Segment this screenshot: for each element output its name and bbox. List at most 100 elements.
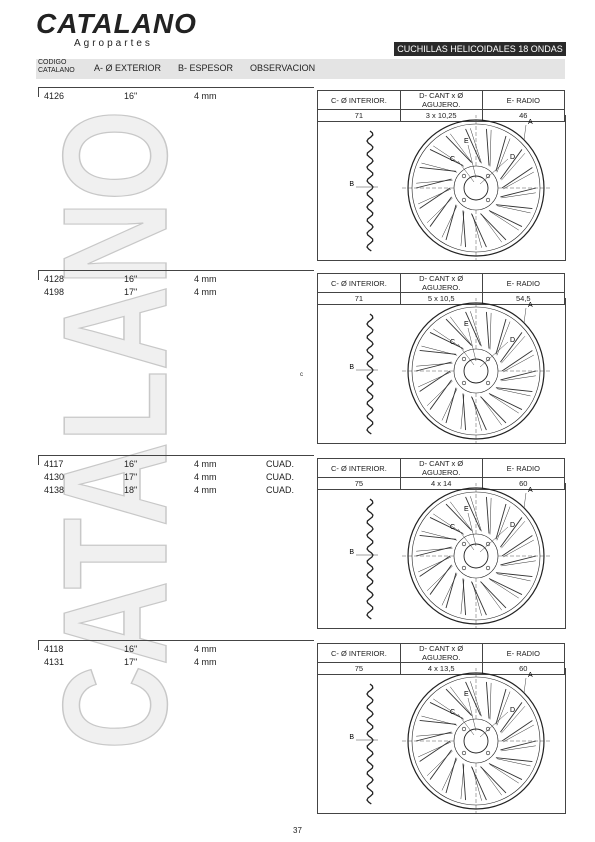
- label-d: D: [510, 707, 515, 714]
- product-code: 4118: [44, 644, 64, 654]
- label-d: D: [510, 154, 515, 161]
- blade-side-profile: [366, 130, 374, 252]
- product-diameter: 17": [124, 472, 138, 482]
- product-observation: CUAD.: [266, 472, 295, 482]
- blade-disk-outline: [407, 302, 545, 440]
- codigo-header-line2: CATALANO: [38, 67, 75, 74]
- radius-header: E- RADIO: [481, 90, 566, 110]
- section-divider: [38, 87, 314, 88]
- interior-diameter-header: C- Ø INTERIOR.: [317, 643, 401, 663]
- blade-drawing-box: B A D C E: [317, 483, 566, 629]
- product-code: 4126: [44, 91, 65, 101]
- label-b: B: [349, 364, 354, 371]
- blade-side-profile: [366, 683, 374, 805]
- label-b: B: [349, 549, 354, 556]
- helical-blade-drawing: B A D C E: [349, 483, 550, 628]
- product-diameter: 16": [124, 91, 138, 101]
- radius-value: 60: [481, 662, 566, 675]
- product-diameter: 17": [124, 657, 138, 667]
- brand-logo: CATALANO: [36, 8, 197, 39]
- product-banner: CUCHILLAS HELICOIDALES 18 ONDAS: [394, 42, 566, 56]
- section-divider: [38, 455, 314, 456]
- label-a: A: [528, 302, 533, 309]
- hole-count-value: 3 x 10,25: [399, 109, 483, 122]
- espesor-header: B- ESPESOR: [178, 63, 234, 73]
- spec-table: C- Ø INTERIOR. D- CANT x Ø AGUJERO. E- RAD…: [317, 90, 566, 122]
- product-thickness: 4 mm: [194, 91, 217, 101]
- blade-side-profile: [366, 498, 374, 620]
- product-diameter: 16": [124, 459, 138, 469]
- blade-drawing-box: B A D C E: [317, 668, 566, 814]
- label-e: E: [464, 138, 469, 145]
- product-diameter: 16": [124, 274, 138, 284]
- blade-drawing-box: B A D C E: [317, 115, 566, 261]
- blade-disk-outline: [407, 487, 545, 625]
- observacion-header: OBSERVACION: [250, 63, 316, 73]
- radius-value: 54,5: [481, 292, 566, 305]
- label-a: A: [528, 487, 533, 494]
- spec-table: C- Ø INTERIOR. D- CANT x Ø AGUJERO. E- RAD…: [317, 273, 566, 305]
- radius-value: 60: [481, 477, 566, 490]
- helical-blade-drawing: B A D C E: [349, 298, 550, 443]
- codigo-header-line1: CODIGO: [38, 59, 67, 66]
- hole-count-header: D- CANT x Ø AGUJERO.: [399, 643, 483, 663]
- column-header-bar: CODIGO CATALANO A- Ø EXTERIOR B- ESPESOR…: [36, 59, 565, 79]
- section-divider-tick: [38, 640, 39, 650]
- section-divider: [38, 640, 314, 641]
- product-thickness: 4 mm: [194, 472, 217, 482]
- label-b: B: [349, 734, 354, 741]
- interior-diameter-header: C- Ø INTERIOR.: [317, 273, 401, 293]
- hole-count-header: D- CANT x Ø AGUJERO.: [399, 458, 483, 478]
- product-code: 4138: [44, 485, 65, 495]
- label-c: C: [450, 709, 455, 716]
- label-c: C: [450, 524, 455, 531]
- label-e: E: [464, 691, 469, 698]
- blade-drawing-box: B A D C E: [317, 298, 566, 444]
- label-d: D: [510, 337, 515, 344]
- brand-subtitle: Agropartes: [74, 38, 153, 49]
- product-diameter: 18": [124, 485, 138, 495]
- blade-side-profile: [366, 313, 374, 435]
- radius-header: E- RADIO: [481, 273, 566, 293]
- product-code: 4131: [44, 657, 65, 667]
- label-a: A: [528, 119, 533, 126]
- product-diameter: 17": [124, 287, 138, 297]
- section-divider-tick: [38, 455, 39, 465]
- brand-watermark: CATALANO: [48, 110, 198, 750]
- product-thickness: 4 mm: [194, 274, 217, 284]
- product-thickness: 4 mm: [194, 287, 217, 297]
- product-code: 4198: [44, 287, 65, 297]
- label-e: E: [464, 321, 469, 328]
- product-code: 4117: [44, 459, 64, 469]
- hole-count-header: D- CANT x Ø AGUJERO.: [399, 90, 483, 110]
- product-observation: CUAD.: [266, 459, 295, 469]
- label-c: C: [450, 156, 455, 163]
- exterior-header: A- Ø EXTERIOR: [94, 63, 162, 73]
- product-thickness: 4 mm: [194, 657, 217, 667]
- page-number: 37: [293, 826, 302, 835]
- product-thickness: 4 mm: [194, 485, 217, 495]
- label-d: D: [510, 522, 515, 529]
- product-thickness: 4 mm: [194, 459, 217, 469]
- product-diameter: 16": [124, 644, 138, 654]
- section-divider-tick: [38, 87, 39, 97]
- helical-blade-drawing: B A D C E: [349, 668, 550, 813]
- product-observation: CUAD.: [266, 485, 295, 495]
- spec-table: C- Ø INTERIOR. D- CANT x Ø AGUJERO. E- RAD…: [317, 643, 566, 675]
- section-divider: [38, 270, 314, 271]
- hole-count-header: D- CANT x Ø AGUJERO.: [399, 273, 483, 293]
- interior-diameter-header: C- Ø INTERIOR.: [317, 458, 401, 478]
- interior-diameter-header: C- Ø INTERIOR.: [317, 90, 401, 110]
- product-thickness: 4 mm: [194, 644, 217, 654]
- product-code: 4128: [44, 274, 65, 284]
- helical-blade-drawing: B A D C E: [349, 115, 550, 260]
- product-code: 4130: [44, 472, 65, 482]
- spec-table: C- Ø INTERIOR. D- CANT x Ø AGUJERO. E- RAD…: [317, 458, 566, 490]
- radius-header: E- RADIO: [481, 458, 566, 478]
- blade-disk-outline: [407, 672, 545, 810]
- radius-value: 46: [481, 109, 566, 122]
- codigo-header: CODIGO CATALANO: [38, 59, 75, 75]
- label-a: A: [528, 672, 533, 679]
- radius-header: E- RADIO: [481, 643, 566, 663]
- label-c: C: [450, 339, 455, 346]
